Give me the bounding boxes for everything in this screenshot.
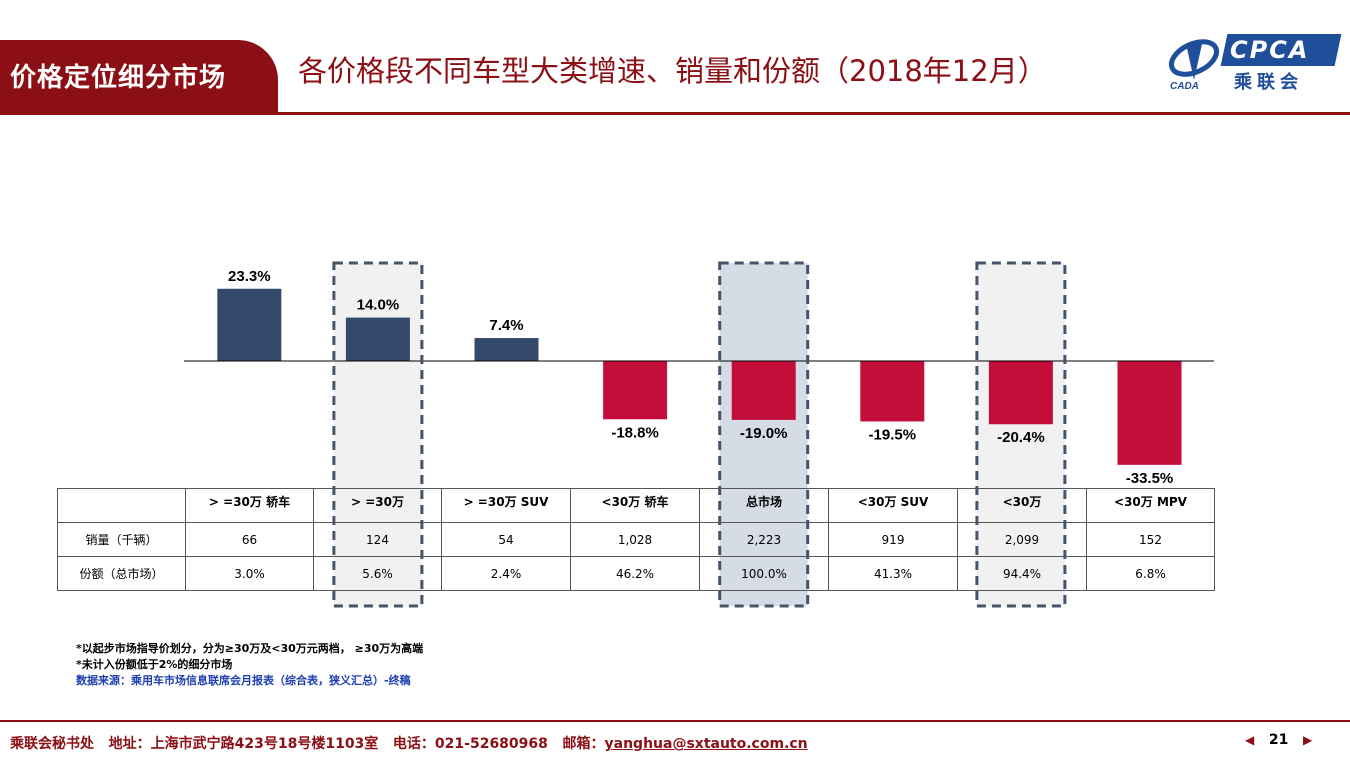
data-label: -18.8%: [611, 424, 659, 441]
highlight-border: [718, 261, 810, 608]
data-label: 7.4%: [489, 317, 523, 334]
footnote-2: *未计入份额低于2%的细分市场: [76, 658, 233, 671]
table-cell: 2.4%: [441, 556, 571, 591]
table-corner: [57, 488, 186, 523]
footer-email-label: 邮箱：: [562, 736, 605, 752]
footnotes: *以起步市场指导价划分，分为≥30万及<30万元两档， ≥30万为高端 *未计入…: [76, 641, 423, 689]
data-label: -33.5%: [1126, 470, 1174, 487]
data-labels: 23.3% 14.0% 7.4% -18.8% -19.0% -19.5% -20.4% -3…: [228, 268, 1173, 487]
data-label: -19.0%: [740, 425, 788, 442]
footer-email-link[interactable]: yanghua@sxtauto.com.cn: [604, 736, 808, 752]
emblem-text: CADA: [1170, 81, 1199, 92]
pager: ◀ 21 ▶: [1245, 732, 1312, 748]
bar: [988, 361, 1053, 425]
page-title: 各价格段不同车型大类增速、销量和份额（2018年12月）: [298, 54, 1047, 88]
column-header: <30万 轿车: [570, 488, 700, 523]
row-header: 销量（千辆）: [57, 522, 186, 557]
column-header: > =30万: [313, 488, 442, 523]
header-rule: [0, 112, 1350, 115]
page-number: 21: [1268, 732, 1289, 748]
data-label: -19.5%: [869, 426, 917, 443]
footnote-1: *以起步市场指导价划分，分为≥30万及<30万元两档， ≥30万为高端: [76, 642, 424, 655]
table-cell: 2,099: [957, 522, 1087, 557]
footer-contact: 乘联会秘书处 地址：上海市武宁路423号18号楼1103室 电话：021-526…: [10, 733, 808, 753]
footer-org: 乘联会秘书处: [10, 736, 94, 752]
table-cell: 2,223: [699, 522, 829, 557]
table-row-sales: 销量（千辆） 66 124 54 1,028 2,223 919 2,099 1…: [57, 522, 1215, 557]
table-cell: 1,028: [570, 522, 700, 557]
bars: [217, 288, 1182, 465]
footer-address: 地址：上海市武宁路423号18号楼1103室: [108, 736, 379, 752]
column-header: <30万 MPV: [1086, 488, 1215, 523]
highlight-borders: [332, 261, 1067, 608]
data-source: 数据来源：乘用车市场信息联席会月报表（综合表，狭义汇总）-终稿: [76, 674, 411, 687]
column-header: 总市场: [699, 488, 829, 523]
column-header: <30万: [957, 488, 1087, 523]
column-header: <30万 SUV: [828, 488, 958, 523]
table-cell: 41.3%: [828, 556, 958, 591]
logo-cn-text: 乘联会: [1234, 72, 1303, 93]
bar: [860, 361, 925, 422]
bar: [345, 317, 410, 361]
bar: [217, 288, 282, 361]
table-cell: 66: [185, 522, 314, 557]
data-label: 14.0%: [357, 297, 400, 314]
column-header: > =30万 SUV: [441, 488, 571, 523]
bar: [1117, 361, 1182, 465]
highlight-border: [332, 261, 424, 608]
table-cell: 46.2%: [570, 556, 700, 591]
prev-page-icon[interactable]: ◀: [1245, 733, 1255, 747]
footer-rule: [0, 720, 1350, 722]
cpca-logo: CADA CPCA 乘联会: [1160, 32, 1342, 94]
sales-share-table: > =30万 轿车 > =30万 > =30万 SUV <30万 轿车 总市场 …: [57, 488, 1215, 591]
table-cell: 124: [313, 522, 442, 557]
table-cell: 919: [828, 522, 958, 557]
table-cell: 152: [1086, 522, 1215, 557]
section-tab: 价格定位细分市场: [0, 40, 278, 115]
table-cell: 3.0%: [185, 556, 314, 591]
data-label: -20.4%: [997, 429, 1045, 446]
cada-emblem-icon: CADA: [1168, 39, 1220, 92]
row-header: 份额（总市场）: [57, 556, 186, 591]
data-label: 23.3%: [228, 268, 271, 285]
column-header: > =30万 轿车: [185, 488, 314, 523]
table-cell: 94.4%: [957, 556, 1087, 591]
highlight-border: [975, 261, 1067, 608]
table-cell: 5.6%: [313, 556, 442, 591]
footer-phone: 电话：021-52680968: [392, 736, 548, 752]
table-cell: 100.0%: [699, 556, 829, 591]
table-cell: 54: [441, 522, 571, 557]
next-page-icon[interactable]: ▶: [1302, 733, 1313, 747]
bar: [603, 361, 668, 420]
table-header-row: > =30万 轿车 > =30万 > =30万 SUV <30万 轿车 总市场 …: [57, 488, 1215, 523]
table-row-share: 份额（总市场） 3.0% 5.6% 2.4% 46.2% 100.0% 41.3…: [57, 556, 1215, 591]
section-label: 价格定位细分市场: [10, 63, 227, 93]
bar: [731, 361, 796, 420]
table-cell: 6.8%: [1086, 556, 1215, 591]
bar: [474, 338, 539, 361]
